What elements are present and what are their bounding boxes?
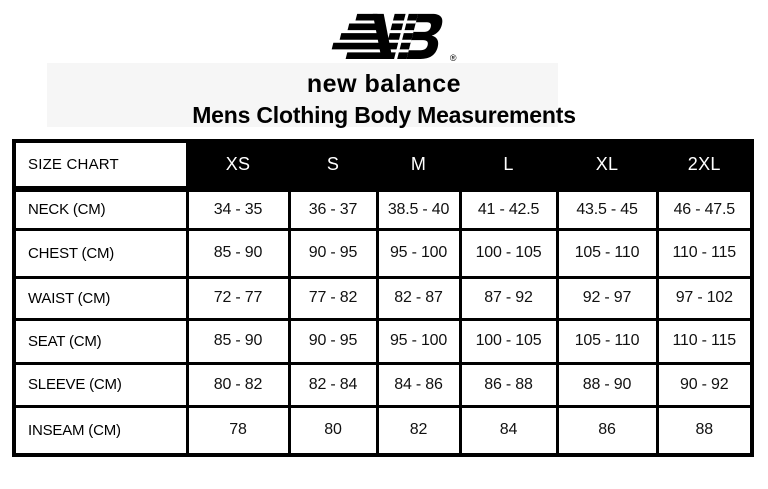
registered-trademark: ® bbox=[449, 53, 457, 63]
value-cell: 90 - 92 bbox=[655, 361, 754, 408]
value-cell: 97 - 102 bbox=[655, 275, 754, 321]
value-cell: 80 bbox=[287, 404, 379, 457]
brand-wordmark: new balance bbox=[306, 70, 462, 98]
column-header-l: L bbox=[458, 139, 559, 192]
measurement-row-neck: NECK (CM) 34 - 35 36 - 37 38.5 - 40 41 -… bbox=[12, 187, 754, 231]
value-cell: 43.5 - 45 bbox=[555, 187, 659, 231]
value-cell: 110 - 115 bbox=[655, 227, 754, 279]
value-cell: 84 bbox=[458, 404, 559, 457]
measurement-row-chest: CHEST (CM) 85 - 90 90 - 95 95 - 100 100 … bbox=[12, 227, 754, 279]
value-cell: 88 - 90 bbox=[555, 361, 659, 408]
value-cell: 41 - 42.5 bbox=[458, 187, 559, 231]
value-cell: 86 bbox=[555, 404, 659, 457]
value-cell: 72 - 77 bbox=[185, 275, 291, 321]
value-cell: 105 - 110 bbox=[555, 227, 659, 279]
value-cell: 36 - 37 bbox=[287, 187, 379, 231]
value-cell: 105 - 110 bbox=[555, 317, 659, 365]
value-cell: 82 - 84 bbox=[287, 361, 379, 408]
value-cell: 38.5 - 40 bbox=[375, 187, 462, 231]
value-cell: 34 - 35 bbox=[185, 187, 291, 231]
value-cell: 80 - 82 bbox=[185, 361, 291, 408]
value-cell: 85 - 90 bbox=[185, 227, 291, 279]
measurement-row-waist: WAIST (CM) 72 - 77 77 - 82 82 - 87 87 - … bbox=[12, 275, 754, 321]
column-header-xs: XS bbox=[185, 139, 291, 192]
value-cell: 87 - 92 bbox=[458, 275, 559, 321]
row-label-seat: SEAT (CM) bbox=[12, 317, 189, 365]
row-label-waist: WAIST (CM) bbox=[12, 275, 189, 321]
size-chart-table: SIZE CHART XS S M L XL 2XL NECK (CM) 34 … bbox=[12, 139, 754, 457]
row-label-neck: NECK (CM) bbox=[12, 187, 189, 231]
header-row: SIZE CHART XS S M L XL 2XL bbox=[12, 139, 754, 192]
value-cell: 85 - 90 bbox=[185, 317, 291, 365]
new-balance-logo: ® bbox=[322, 13, 457, 63]
value-cell: 77 - 82 bbox=[287, 275, 379, 321]
value-cell: 46 - 47.5 bbox=[655, 187, 754, 231]
row-label-sleeve: SLEEVE (CM) bbox=[12, 361, 189, 408]
measurement-row-sleeve: SLEEVE (CM) 80 - 82 82 - 84 84 - 86 86 -… bbox=[12, 361, 754, 408]
measurement-row-seat: SEAT (CM) 85 - 90 90 - 95 95 - 100 100 -… bbox=[12, 317, 754, 365]
nb-flying-logo-icon bbox=[331, 13, 442, 59]
value-cell: 88 bbox=[655, 404, 754, 457]
column-header-m: M bbox=[375, 139, 462, 192]
value-cell: 95 - 100 bbox=[375, 227, 462, 279]
column-header-xl: XL bbox=[555, 139, 659, 192]
value-cell: 95 - 100 bbox=[375, 317, 462, 365]
header-background-band bbox=[47, 63, 558, 127]
column-header-2xl: 2XL bbox=[655, 139, 754, 192]
size-chart-corner-cell: SIZE CHART bbox=[12, 139, 189, 192]
value-cell: 100 - 105 bbox=[458, 317, 559, 365]
value-cell: 82 - 87 bbox=[375, 275, 462, 321]
value-cell: 90 - 95 bbox=[287, 227, 379, 279]
value-cell: 100 - 105 bbox=[458, 227, 559, 279]
value-cell: 110 - 115 bbox=[655, 317, 754, 365]
row-label-chest: CHEST (CM) bbox=[12, 227, 189, 279]
value-cell: 86 - 88 bbox=[458, 361, 559, 408]
column-header-s: S bbox=[287, 139, 379, 192]
value-cell: 92 - 97 bbox=[555, 275, 659, 321]
value-cell: 84 - 86 bbox=[375, 361, 462, 408]
measurement-row-inseam: INSEAM (CM) 78 80 82 84 86 88 bbox=[12, 404, 754, 457]
value-cell: 82 bbox=[375, 404, 462, 457]
brand-header: ® new balance Mens Clothing Body Measure… bbox=[0, 0, 768, 129]
value-cell: 90 - 95 bbox=[287, 317, 379, 365]
value-cell: 78 bbox=[185, 404, 291, 457]
row-label-inseam: INSEAM (CM) bbox=[12, 404, 189, 457]
page-title: Mens Clothing Body Measurements bbox=[192, 102, 576, 128]
